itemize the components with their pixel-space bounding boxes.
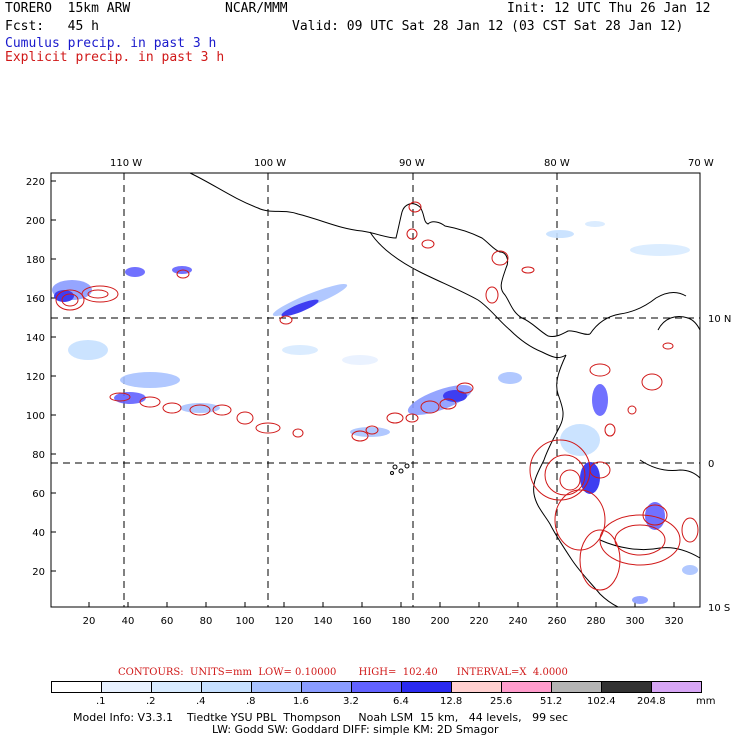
x-tick: 20 xyxy=(83,616,96,627)
y-tick: 120 xyxy=(26,372,45,383)
y-tick: 40 xyxy=(32,528,45,539)
lat-label: 10 N xyxy=(708,314,731,325)
colorbar-label: .4 xyxy=(196,696,206,707)
x-tick: 140 xyxy=(313,616,332,627)
x-tick: 180 xyxy=(391,616,410,627)
graticule xyxy=(51,173,700,607)
colorbar xyxy=(51,681,702,693)
x-tick: 200 xyxy=(430,616,449,627)
colorbar-cell xyxy=(202,682,252,692)
org-label: NCAR/MMM xyxy=(225,1,288,16)
lon-label: 90 W xyxy=(399,158,425,169)
colorbar-cell xyxy=(302,682,352,692)
x-tick-labels: 20 40 60 80 100 120 140 160 180 200 220 … xyxy=(83,616,684,627)
y-tick: 80 xyxy=(32,450,45,461)
colorbar-cell xyxy=(502,682,552,692)
coastline xyxy=(189,172,701,608)
colorbar-label: .8 xyxy=(246,696,256,707)
colorbar-cell xyxy=(552,682,602,692)
x-tick: 300 xyxy=(625,616,644,627)
colorbar-label: 1.6 xyxy=(293,696,309,707)
lat-label: 10 S xyxy=(708,603,730,614)
explicit-precip-contours xyxy=(55,201,699,591)
contour-info: CONTOURS: UNITS=mm LOW= 0.10000 HIGH= 10… xyxy=(118,667,568,678)
colorbar-label: .1 xyxy=(96,696,106,707)
x-tick: 320 xyxy=(664,616,683,627)
colorbar-cell xyxy=(452,682,502,692)
x-tick: 280 xyxy=(586,616,605,627)
model-info-line1: Model Info: V3.3.1 Tiedtke YSU PBL Thomp… xyxy=(73,711,569,724)
colorbar-cell xyxy=(652,682,701,692)
colorbar-cell xyxy=(352,682,402,692)
colorbar-cell xyxy=(102,682,152,692)
y-tick: 100 xyxy=(26,411,45,422)
lon-labels: 110 W 100 W 90 W 80 W 70 W xyxy=(110,158,714,169)
valid-time: Valid: 09 UTC Sat 28 Jan 12 (03 CST Sat … xyxy=(292,19,684,34)
cumulus-precip xyxy=(52,221,698,604)
y-tick: 20 xyxy=(32,567,45,578)
colorbar-label: .2 xyxy=(146,696,156,707)
colorbar-label: 12.8 xyxy=(440,696,463,707)
colorbar-label: 6.4 xyxy=(393,696,409,707)
forecast-hour: Fcst: 45 h xyxy=(5,19,99,34)
colorbar-unit: mm xyxy=(696,696,716,707)
x-tick: 120 xyxy=(274,616,293,627)
plot-frame xyxy=(50,172,701,608)
colorbar-label: 51.2 xyxy=(540,696,563,707)
explicit-label: Explicit precip. in past 3 h xyxy=(5,50,225,65)
colorbar-cell xyxy=(152,682,202,692)
y-tick: 180 xyxy=(26,255,45,266)
x-tick: 160 xyxy=(352,616,371,627)
x-tick: 80 xyxy=(200,616,213,627)
y-tick: 60 xyxy=(32,489,45,500)
lat-label: 0 xyxy=(708,459,714,470)
x-tick: 40 xyxy=(122,616,135,627)
colorbar-label: 25.6 xyxy=(490,696,513,707)
colorbar-cell xyxy=(602,682,652,692)
colorbar-cell xyxy=(252,682,302,692)
x-tick: 60 xyxy=(161,616,174,627)
lon-label: 80 W xyxy=(544,158,570,169)
y-tick: 200 xyxy=(26,216,45,227)
colorbar-cell xyxy=(402,682,452,692)
y-tick: 220 xyxy=(26,177,45,188)
colorbar-label: 204.8 xyxy=(637,696,666,707)
model-title: TORERO 15km ARW xyxy=(5,1,131,16)
lon-label: 70 W xyxy=(688,158,714,169)
tick-marks xyxy=(51,180,675,607)
x-tick: 100 xyxy=(235,616,254,627)
lat-labels: 10 N 0 10 S xyxy=(708,314,731,614)
y-tick-labels: 220 200 180 160 140 120 100 80 60 40 20 xyxy=(26,177,45,578)
x-tick: 240 xyxy=(508,616,527,627)
init-time: Init: 12 UTC Thu 26 Jan 12 xyxy=(507,1,711,16)
lon-label: 100 W xyxy=(254,158,286,169)
colorbar-label: 3.2 xyxy=(343,696,359,707)
lon-label: 110 W xyxy=(110,158,142,169)
colorbar-label: 102.4 xyxy=(587,696,616,707)
y-tick: 160 xyxy=(26,294,45,305)
colorbar-cell xyxy=(52,682,102,692)
model-info-line2: LW: Godd SW: Goddard DIFF: simple KM: 2D… xyxy=(212,723,499,736)
cumulus-label: Cumulus precip. in past 3 h xyxy=(5,36,217,51)
x-tick: 260 xyxy=(547,616,566,627)
y-tick: 140 xyxy=(26,333,45,344)
x-tick: 220 xyxy=(469,616,488,627)
